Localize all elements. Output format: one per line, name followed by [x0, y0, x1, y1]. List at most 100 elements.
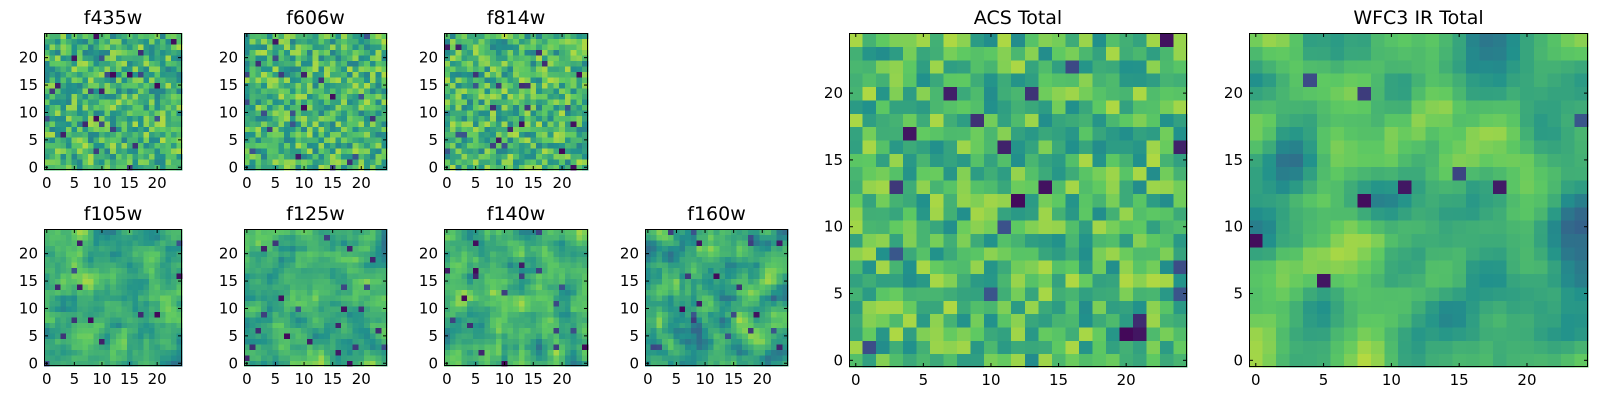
heatmap-cell	[170, 311, 178, 318]
heatmap-cell	[71, 38, 78, 45]
heatmap-cell	[1132, 273, 1148, 288]
heatmap-cell	[576, 311, 583, 318]
heatmap-cell	[358, 311, 365, 318]
heatmap-cell	[329, 267, 337, 274]
heatmap-cell	[295, 278, 302, 285]
heatmap-cell	[679, 267, 686, 274]
heatmap-cell	[93, 283, 100, 290]
heatmap-cell	[455, 126, 462, 133]
heatmap-cell	[346, 38, 354, 45]
heatmap-cell	[71, 261, 78, 268]
heatmap-cell	[564, 43, 572, 51]
heatmap-cell	[358, 234, 365, 241]
heatmap-cell	[49, 305, 56, 312]
heatmap-cell	[159, 278, 167, 285]
heatmap-cell	[455, 131, 462, 138]
heatmap-cell	[667, 239, 675, 247]
heatmap-cell	[165, 316, 172, 323]
heatmap-cell	[501, 355, 508, 362]
heatmap-cell	[903, 340, 918, 355]
heatmap-cell	[143, 355, 150, 362]
heatmap-cell	[444, 338, 451, 345]
heatmap-cell	[289, 142, 297, 149]
heatmap-cell	[719, 250, 726, 257]
heatmap-cell	[478, 272, 485, 279]
heatmap-cell	[381, 283, 388, 290]
heatmap-cell	[736, 278, 743, 285]
heatmap-cell	[71, 131, 78, 138]
heatmap-cell	[765, 360, 772, 367]
heatmap-cell	[570, 93, 578, 100]
heatmap-cell	[984, 260, 999, 275]
heatmap-cell	[696, 234, 703, 241]
heatmap-cell	[364, 272, 371, 279]
heatmap-cell	[559, 60, 566, 67]
heatmap-cell	[159, 148, 167, 155]
heatmap-cell	[143, 300, 150, 307]
heatmap-cell	[261, 261, 268, 268]
heatmap-cell	[495, 333, 503, 340]
heatmap-cell	[564, 305, 572, 312]
heatmap-cell	[312, 54, 319, 61]
heatmap-cell	[547, 120, 555, 127]
heatmap-cell	[524, 305, 531, 312]
heatmap-cell	[249, 71, 257, 78]
heatmap-cell	[1078, 326, 1093, 341]
heatmap-cell	[301, 327, 308, 334]
heatmap-cell	[478, 87, 485, 94]
heatmap-cell	[132, 349, 139, 356]
heatmap-cell	[170, 126, 178, 133]
heatmap-cell	[82, 316, 89, 323]
heatmap-cell	[55, 245, 62, 252]
heatmap-cell	[249, 256, 257, 263]
heatmap-cell	[329, 245, 337, 252]
heatmap-cell	[148, 126, 155, 133]
heatmap-cells	[849, 33, 1188, 368]
heatmap-cell	[176, 93, 183, 100]
heatmap-cell	[444, 256, 451, 263]
heatmap-cell	[449, 349, 457, 356]
x-tick-label: 15	[524, 174, 543, 192]
heatmap-cell	[518, 305, 526, 312]
heatmap-cell	[472, 283, 480, 290]
heatmap-cell	[137, 294, 144, 301]
heatmap-cell	[249, 338, 257, 345]
heatmap-cell	[461, 245, 468, 252]
heatmap-cell	[154, 65, 161, 72]
heatmap-cell	[559, 294, 566, 301]
heatmap-cell	[547, 76, 555, 83]
heatmap-cell	[132, 327, 139, 334]
heatmap-cell	[88, 278, 95, 285]
heatmap-cell	[536, 256, 543, 263]
heatmap-cell	[725, 229, 732, 236]
heatmap-cell	[742, 256, 749, 263]
heatmap-cell	[541, 93, 549, 100]
heatmap-cell	[530, 256, 537, 263]
heatmap-cell	[1078, 286, 1093, 301]
heatmap-cell	[126, 126, 133, 133]
heatmap-cell	[719, 234, 726, 241]
heatmap-cell	[518, 137, 526, 144]
heatmap-cell	[570, 355, 578, 362]
heatmap-cell	[719, 311, 726, 318]
heatmap-cell	[49, 93, 56, 100]
heatmap-cell	[461, 349, 468, 356]
heatmap-cell	[1092, 233, 1107, 248]
heatmap-cell	[849, 353, 864, 368]
heatmap-cell	[358, 60, 365, 67]
heatmap-cell	[159, 245, 167, 252]
x-tick-label: 15	[120, 370, 139, 388]
heatmap-cell	[44, 148, 51, 155]
heatmap-cell	[289, 137, 297, 144]
heatmap-cell	[278, 148, 285, 155]
heatmap-cell	[645, 294, 652, 301]
heatmap-cell	[507, 327, 514, 334]
heatmap-cell	[82, 294, 89, 301]
heatmap-cell	[82, 159, 89, 166]
heatmap-cell	[541, 33, 549, 40]
heatmap-cell	[449, 229, 457, 236]
heatmap-cell	[66, 311, 73, 318]
heatmap-cell	[324, 349, 331, 356]
heatmap-cell	[524, 322, 531, 329]
heatmap-cell	[478, 261, 485, 268]
